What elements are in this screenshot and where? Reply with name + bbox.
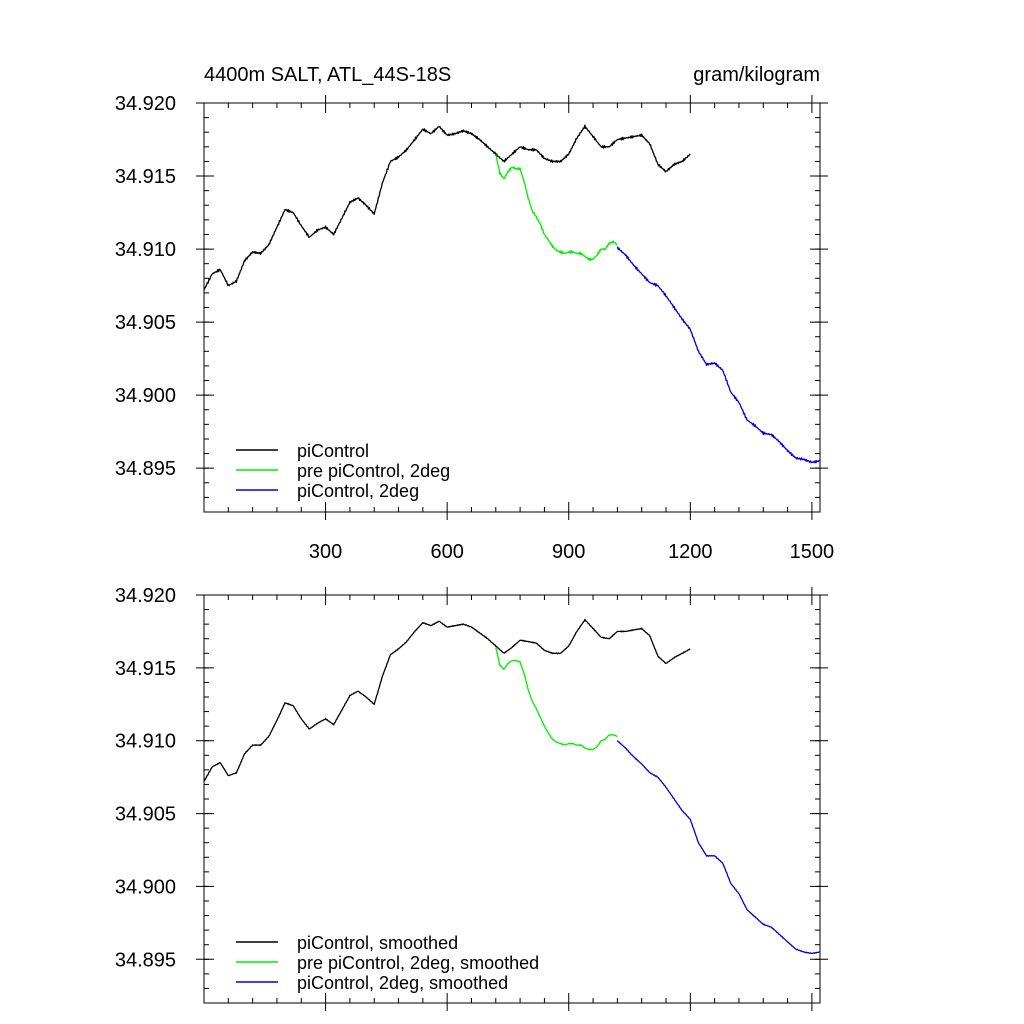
y-tick-label: 34.905	[115, 312, 176, 334]
legend-label: piControl, 2deg	[297, 481, 419, 501]
x-tick-label: 1500	[790, 541, 835, 563]
y-tick-label: 34.910	[115, 731, 176, 753]
y-tick-label: 34.895	[115, 458, 176, 480]
x-tick-label: 900	[552, 541, 585, 563]
series-line-picontrol-2deg	[616, 246, 821, 464]
legend-label: piControl	[297, 441, 369, 461]
y-tick-label: 34.910	[115, 239, 176, 261]
series-line-pre-picontrol-2deg	[495, 154, 618, 262]
y-tick-label: 34.900	[115, 385, 176, 407]
series-line-picontrol	[203, 124, 691, 291]
chart-title: 4400m SALT, ATL_44S-18S	[204, 64, 452, 86]
chart-units: gram/kilogram	[693, 64, 820, 86]
y-tick-label: 34.900	[115, 876, 176, 898]
y-tick-label: 34.920	[115, 585, 176, 607]
legend-label: piControl, smoothed	[297, 933, 458, 953]
x-tick-label: 300	[309, 541, 342, 563]
y-tick-label: 34.920	[115, 93, 176, 115]
y-tick-label: 34.915	[115, 658, 176, 680]
legend-label: pre piControl, 2deg, smoothed	[297, 953, 539, 973]
series-line-picontrol-2deg-smoothed	[616, 740, 821, 955]
y-tick-label: 34.915	[115, 166, 176, 188]
legend-label: pre piControl, 2deg	[297, 461, 450, 481]
series-line-pre-picontrol-2deg-smoothed	[495, 647, 618, 751]
x-tick-label: 1200	[668, 541, 713, 563]
x-tick-label: 600	[430, 541, 463, 563]
series-line-picontrol-smoothed	[203, 618, 691, 782]
y-tick-label: 34.905	[115, 804, 176, 826]
y-tick-label: 34.895	[115, 949, 176, 971]
legend-label: piControl, 2deg, smoothed	[297, 973, 508, 993]
